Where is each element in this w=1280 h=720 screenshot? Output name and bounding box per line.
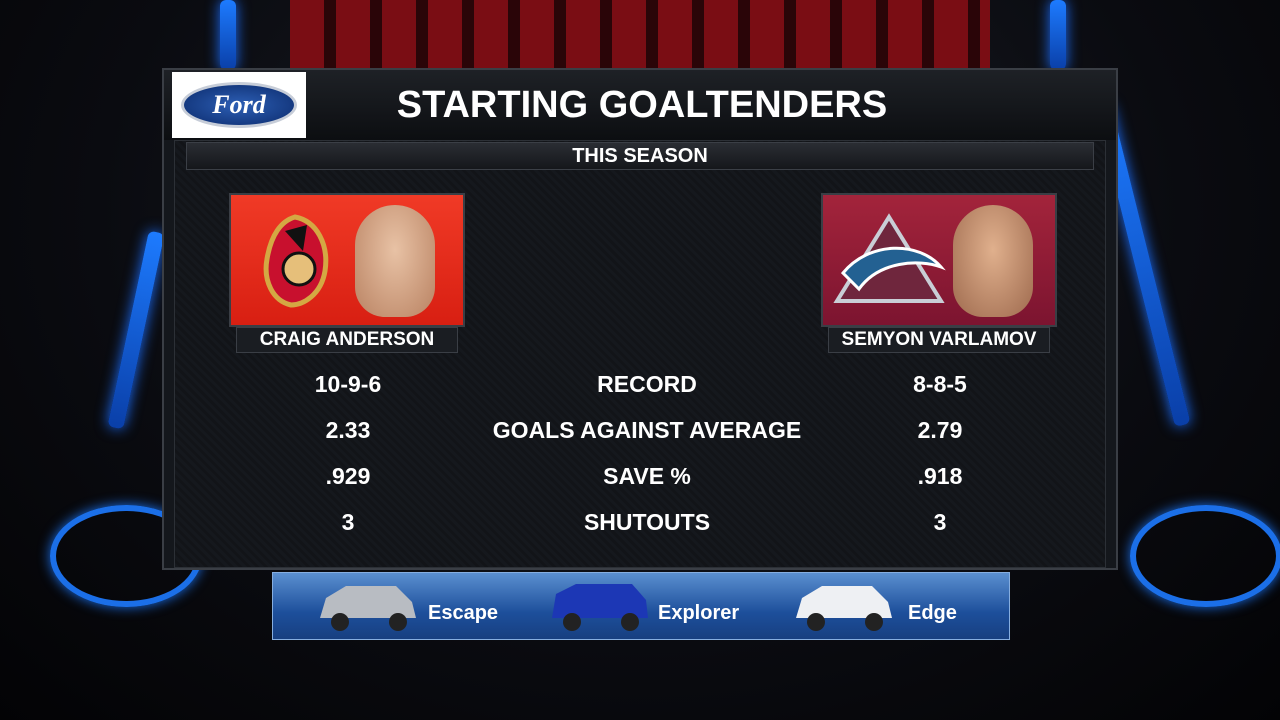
light-beam — [220, 0, 236, 70]
car-name: Escape — [428, 602, 499, 624]
car-name: Edge — [908, 602, 957, 624]
player-card — [229, 193, 465, 327]
sponsor-logo: Ford — [181, 82, 297, 128]
title: STARTING GOALTENDERS — [396, 84, 888, 126]
player-photo — [355, 205, 435, 317]
stat-right: .918 — [917, 463, 963, 489]
stat-left: 2.33 — [325, 417, 371, 443]
stat-right: 8-8-5 — [913, 371, 967, 397]
stat-label: GOALS AGAINST AVERAGE — [492, 417, 802, 443]
stat-left: .929 — [325, 463, 371, 489]
light-beam — [107, 230, 165, 430]
stat-label: SAVE % — [603, 463, 691, 489]
player-card — [821, 193, 1057, 327]
background-wall — [290, 0, 990, 70]
car-name: Explorer — [658, 602, 740, 624]
light-ring — [1130, 505, 1280, 607]
light-beam — [1050, 0, 1066, 70]
stat-label: RECORD — [597, 371, 697, 397]
car-image — [320, 586, 416, 631]
stat-label: SHUTOUTS — [583, 509, 711, 535]
team-logo — [833, 213, 946, 303]
stat-left: 3 — [341, 509, 355, 535]
header-bar — [164, 70, 1116, 140]
stat-left: 10-9-6 — [314, 371, 382, 397]
car-image — [552, 584, 648, 631]
player-photo — [953, 205, 1033, 317]
subtitle-bar — [186, 142, 1094, 170]
stat-right: 3 — [933, 509, 947, 535]
sponsor-logo-box: Ford — [172, 72, 306, 138]
stat-right: 2.79 — [917, 417, 963, 443]
subtitle: THIS SEASON — [572, 145, 708, 167]
car-image — [796, 586, 892, 631]
player-name: SEMYON VARLAMOV — [828, 327, 1050, 353]
team-logo — [263, 214, 329, 308]
player-name: CRAIG ANDERSON — [236, 327, 458, 353]
